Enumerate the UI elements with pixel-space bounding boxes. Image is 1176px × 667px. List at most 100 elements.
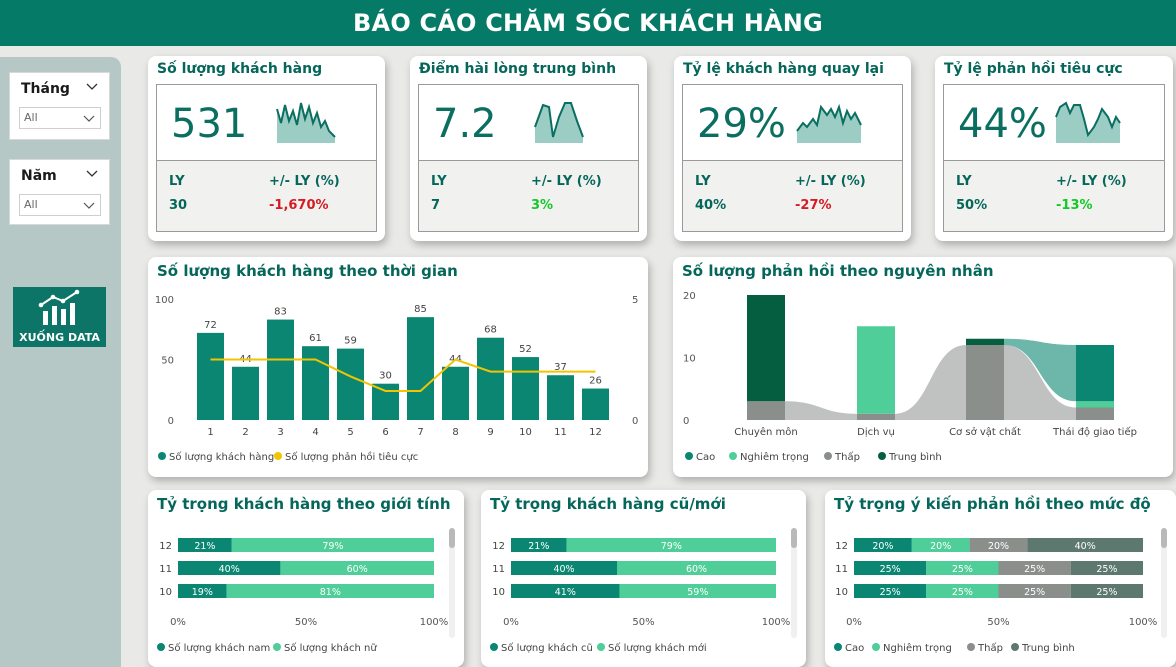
feedback-by-cause-card: Số lượng phản hồi theo nguyên nhân 20 10 0… xyxy=(673,257,1173,477)
y-axis-left-tick: 0 xyxy=(168,416,174,427)
bar-data-label: 83 xyxy=(274,307,287,318)
kpi-sparkline xyxy=(534,102,584,143)
stacked-bar-segment xyxy=(511,561,617,575)
bar-data-label: 85 xyxy=(414,304,427,315)
x-axis-tick: 0% xyxy=(503,617,519,628)
filter-sidebar: Tháng All Năm All XUỐNG DATA xyxy=(0,57,121,667)
legend-marker xyxy=(490,643,498,651)
segment-data-label: 25% xyxy=(880,587,901,598)
y-axis-tick: 10 xyxy=(492,587,505,598)
bar-data-label: 59 xyxy=(344,336,357,347)
gender-ratio-chart: 12 21% 79% 11 40% 60% 10 19% 81% 0% 50% 100% Số lượn… xyxy=(157,528,455,654)
stacked-bar-segment xyxy=(617,561,776,575)
segment-data-label: 20% xyxy=(930,541,951,552)
ribbon-bar-segment xyxy=(747,401,785,420)
stacked-bar-segment xyxy=(226,584,434,598)
segment-data-label: 25% xyxy=(880,564,901,575)
kpi-value: 29% xyxy=(697,101,786,147)
chevron-down-icon[interactable] xyxy=(85,79,99,93)
kpi-sparkline xyxy=(796,103,862,143)
ribbon-bar-segment xyxy=(1076,401,1114,408)
chart-bar xyxy=(337,348,364,420)
legend-marker xyxy=(158,452,166,460)
legend-label: Trung bình xyxy=(888,451,942,463)
y-axis-tick: 11 xyxy=(159,564,172,575)
chart-bar xyxy=(267,319,294,420)
segment-data-label: 21% xyxy=(194,541,215,552)
chart-title: Tỷ trọng khách hàng cũ/mới xyxy=(490,495,726,513)
legend-label: Số lượng khách nam xyxy=(168,642,270,654)
segment-data-label: 59% xyxy=(687,587,708,598)
y-axis-left-tick: 100 xyxy=(155,295,174,306)
legend-marker xyxy=(157,643,165,651)
ly-value: 50% xyxy=(956,198,988,213)
chart-title: Số lượng khách hàng theo thời gian xyxy=(157,262,458,280)
ribbon-bar-segment xyxy=(1076,407,1114,420)
scrollbar-track xyxy=(791,528,797,638)
chart-bar xyxy=(512,357,539,420)
month-dropdown[interactable]: All xyxy=(19,107,101,129)
y-axis-right-tick: 0 xyxy=(632,416,638,427)
segment-data-label: 81% xyxy=(320,587,341,598)
segment-data-label: 60% xyxy=(686,564,707,575)
scrollbar-track xyxy=(1161,528,1167,638)
x-axis-tick: 6 xyxy=(382,427,388,438)
stacked-bar-segment xyxy=(998,584,1071,598)
stacked-bar-segment xyxy=(619,584,776,598)
x-axis-tick: 1 xyxy=(207,427,213,438)
ly-label: LY xyxy=(695,174,711,189)
year-slicer[interactable]: Năm All xyxy=(9,159,110,225)
download-data-label: XUỐNG DATA xyxy=(19,331,100,344)
bar-data-label: 72 xyxy=(204,320,217,331)
x-axis-tick: 9 xyxy=(487,427,493,438)
scrollbar-thumb xyxy=(449,528,455,548)
y-axis-left-tick: 50 xyxy=(161,356,174,367)
x-axis-tick: 5 xyxy=(347,427,353,438)
x-axis-tick: Chuyên môn xyxy=(734,426,797,438)
y-axis-tick: 20 xyxy=(683,291,696,302)
chart-title: Tỷ trọng ý kiến phản hồi theo mức độ xyxy=(834,495,1151,513)
x-axis-tick: 0% xyxy=(170,617,186,628)
x-axis-tick: 3 xyxy=(277,427,283,438)
legend-label: Số lượng khách mới xyxy=(608,642,707,654)
stacked-bar-segment xyxy=(854,561,927,575)
segment-data-label: 60% xyxy=(347,564,368,575)
legend-label: Cao xyxy=(696,452,715,463)
chart-bar xyxy=(302,346,329,420)
legend-marker xyxy=(685,452,693,460)
segment-data-label: 79% xyxy=(322,541,343,552)
y-axis-tick: 10 xyxy=(683,354,696,365)
x-axis-tick: 10 xyxy=(519,427,532,438)
change-label: +/- LY (%) xyxy=(1056,174,1127,189)
ribbon-bar-segment xyxy=(966,338,1004,345)
bar-data-label: 52 xyxy=(519,344,532,355)
stacked-bar-segment xyxy=(280,561,434,575)
month-slicer[interactable]: Tháng All xyxy=(9,72,110,140)
year-dropdown[interactable]: All xyxy=(19,194,101,216)
change-value: 3% xyxy=(531,198,554,213)
kpi-sparkline xyxy=(276,102,336,143)
segment-data-label: 20% xyxy=(872,541,893,552)
stacked-bar-segment xyxy=(911,538,970,552)
change-value: -1,670% xyxy=(269,198,329,213)
chevron-down-icon[interactable] xyxy=(85,166,99,180)
stacked-bar-segment xyxy=(566,538,776,552)
scrollbar-thumb xyxy=(1161,528,1167,548)
kpi-bottom-panel: LY 40% +/- LY (%) -27% xyxy=(682,160,903,232)
stacked-bar-segment xyxy=(1070,561,1143,575)
chart-line-negative-feedback xyxy=(210,358,596,392)
segment-data-label: 41% xyxy=(555,587,576,598)
bar-data-label: 26 xyxy=(589,376,602,387)
kpi-bottom-panel: LY 30 +/- LY (%) -1,670% xyxy=(156,160,377,232)
stacked-bar-segment xyxy=(854,584,927,598)
stacked-bar-segment xyxy=(926,561,999,575)
legend-label: Nghiêm trọng xyxy=(740,451,809,463)
chart-title: Số lượng phản hồi theo nguyên nhân xyxy=(682,262,994,280)
download-data-button[interactable]: XUỐNG DATA xyxy=(13,287,106,347)
segment-data-label: 25% xyxy=(1024,564,1045,575)
bar-data-label: 61 xyxy=(309,333,322,344)
x-axis-tick: 100% xyxy=(1129,617,1158,628)
y-axis-tick: 10 xyxy=(835,587,848,598)
y-axis-tick: 12 xyxy=(835,541,848,552)
x-axis-tick: 100% xyxy=(762,617,791,628)
